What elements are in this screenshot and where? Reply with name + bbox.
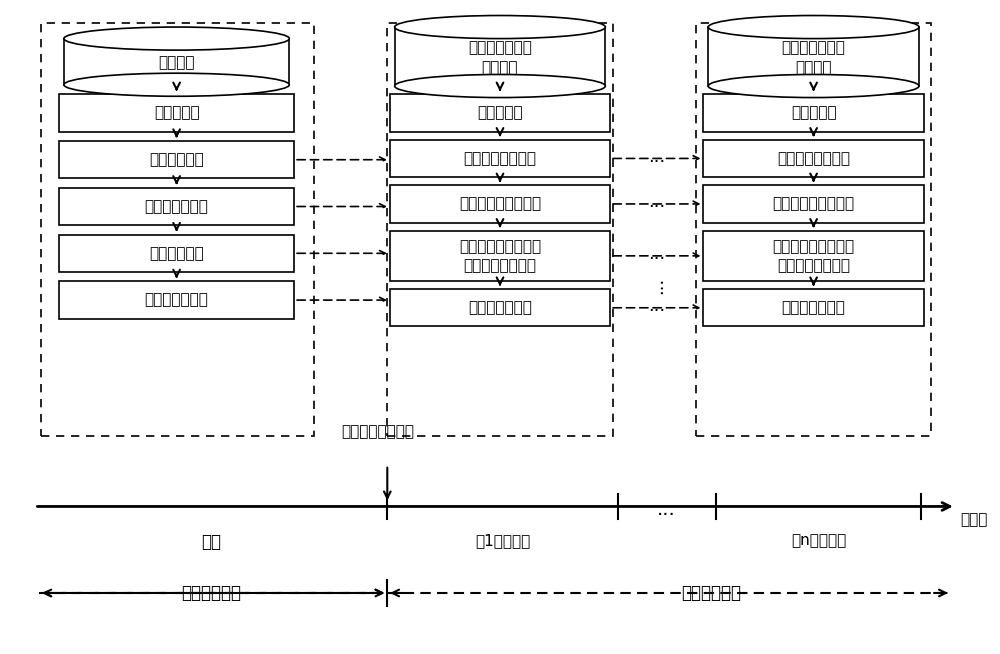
Text: 参数重要性计算: 参数重要性计算 [145, 292, 209, 307]
Bar [41, 22, 314, 436]
Bar [390, 289, 610, 326]
Text: 过去: 过去 [201, 534, 221, 551]
Bar [395, 27, 605, 86]
Bar [703, 140, 924, 177]
Ellipse shape [395, 16, 605, 39]
Bar [696, 22, 931, 436]
Text: 参数重要性更新: 参数重要性更新 [468, 300, 532, 315]
Text: ...: ... [657, 500, 676, 519]
Bar [59, 188, 294, 225]
Text: 数据预处理: 数据预处理 [791, 105, 836, 120]
Text: 保持模型输入一致: 保持模型输入一致 [464, 151, 536, 166]
Bar [59, 281, 294, 318]
Text: ...: ... [648, 297, 665, 315]
Text: 保持模型超参数一致: 保持模型超参数一致 [459, 196, 541, 211]
Text: 保持模型输入一致: 保持模型输入一致 [777, 151, 850, 166]
Text: 固定滑动窗内的
实时数据: 固定滑动窗内的 实时数据 [782, 41, 846, 75]
Bar [390, 185, 610, 222]
Ellipse shape [64, 73, 289, 96]
Ellipse shape [708, 75, 919, 97]
Text: 使用弹性权重固化对
模型参数进行微调: 使用弹性权重固化对 模型参数进行微调 [459, 239, 541, 273]
Bar [59, 141, 294, 179]
Text: 模型输入选择: 模型输入选择 [149, 152, 204, 167]
Text: 模型离线训练: 模型离线训练 [181, 584, 241, 602]
Text: 第n个滑动窗: 第n个滑动窗 [791, 534, 846, 548]
Bar [703, 231, 924, 281]
Text: 模型超参数寻优: 模型超参数寻优 [145, 199, 209, 214]
Bar [703, 94, 924, 131]
Bar [703, 289, 924, 326]
Ellipse shape [708, 16, 919, 39]
Text: 模型实时微调: 模型实时微调 [681, 584, 741, 602]
Text: 数据预处理: 数据预处理 [154, 105, 199, 120]
Text: 模型参数训练: 模型参数训练 [149, 246, 204, 261]
Bar [64, 39, 289, 85]
Bar [390, 231, 610, 281]
Bar [708, 27, 919, 86]
Text: 保持模型超参数一致: 保持模型超参数一致 [773, 196, 855, 211]
Bar [59, 235, 294, 272]
Text: ...: ... [648, 193, 665, 211]
Text: 第1个滑动窗: 第1个滑动窗 [475, 534, 530, 548]
Ellipse shape [395, 75, 605, 97]
Bar [390, 94, 610, 131]
Bar [387, 22, 613, 436]
Text: 参数重要性更新: 参数重要性更新 [782, 300, 846, 315]
Text: 开始进行负荷预测: 开始进行负荷预测 [341, 424, 414, 439]
Text: 时间轴: 时间轴 [961, 512, 988, 526]
Ellipse shape [64, 27, 289, 50]
Text: 固定滑动窗内的
实时数据: 固定滑动窗内的 实时数据 [468, 41, 532, 75]
Text: 数据预处理: 数据预处理 [477, 105, 523, 120]
Bar [390, 140, 610, 177]
Bar [703, 185, 924, 222]
Bar [59, 94, 294, 131]
Text: ...: ... [648, 245, 665, 263]
Text: 使用弹性权重固化对
模型参数进行微调: 使用弹性权重固化对 模型参数进行微调 [773, 239, 855, 273]
Text: ...: ... [648, 277, 666, 294]
Text: ...: ... [648, 148, 665, 165]
Text: 历史数据: 历史数据 [158, 56, 195, 71]
